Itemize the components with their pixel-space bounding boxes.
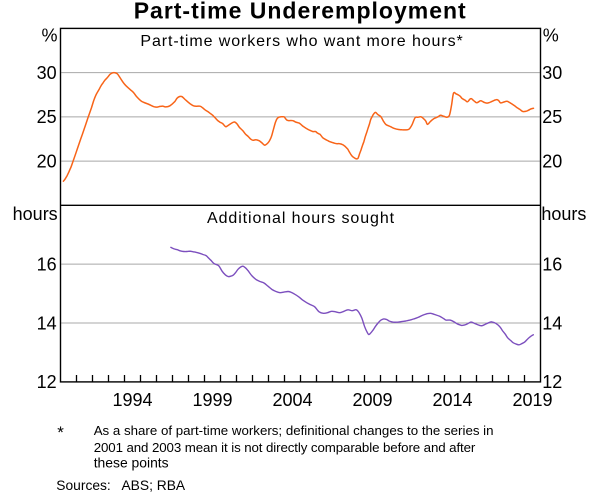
svg-text:hours: hours [541,204,586,224]
svg-text:14: 14 [37,313,57,333]
svg-text:%: % [543,26,559,46]
svg-text:30: 30 [37,63,57,83]
svg-text:Part-time workers who want mor: Part-time workers who want more hours* [140,33,463,50]
svg-text:30: 30 [542,63,562,83]
svg-text:12: 12 [37,372,57,392]
svg-text:1994: 1994 [112,390,152,410]
svg-text:20: 20 [37,151,57,171]
svg-text:2004: 2004 [272,390,312,410]
svg-text:2009: 2009 [352,390,392,410]
svg-text:hours: hours [13,204,58,224]
svg-text:12: 12 [542,372,562,392]
svg-text:%: % [41,26,57,46]
svg-text:16: 16 [37,254,57,274]
svg-text:25: 25 [542,107,562,127]
svg-text:14: 14 [542,313,562,333]
svg-text:2014: 2014 [432,390,472,410]
svg-text:16: 16 [542,254,562,274]
svg-text:2001 and 2003 mean it is not d: 2001 and 2003 mean it is not directly co… [94,440,476,455]
svg-text:Sources: ABS; RBA: Sources: ABS; RBA [56,478,186,493]
svg-text:Part-time Underemployment: Part-time Underemployment [134,0,467,24]
svg-text:20: 20 [542,151,562,171]
svg-text:25: 25 [37,107,57,127]
svg-text:these points: these points [94,454,169,470]
svg-text:2019: 2019 [512,390,552,410]
svg-text:*: * [57,423,64,442]
svg-text:1999: 1999 [192,390,232,410]
svg-text:As a share of part-time worker: As a share of part-time workers; definit… [94,423,494,438]
svg-text:Additional hours sought: Additional hours sought [207,210,395,227]
